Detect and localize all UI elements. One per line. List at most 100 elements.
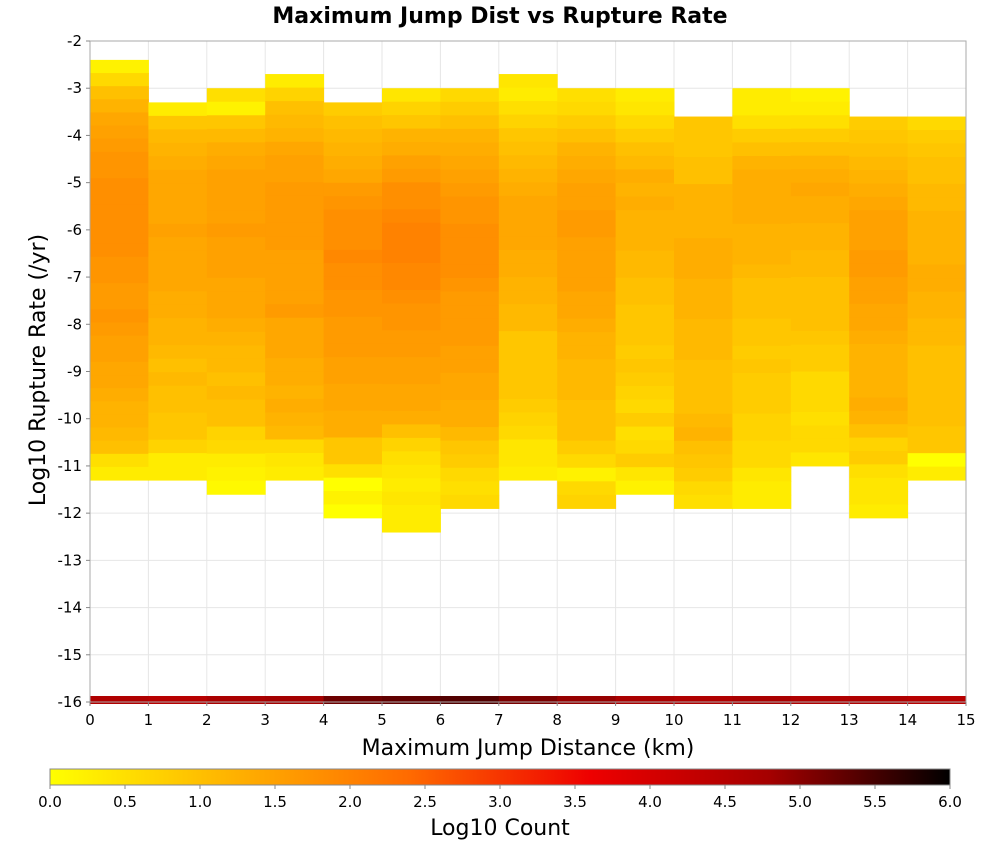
heatmap-cell bbox=[907, 264, 967, 279]
heatmap-cell bbox=[265, 101, 325, 116]
x-tick-label: 11 bbox=[723, 711, 742, 729]
heatmap-cell bbox=[206, 250, 266, 265]
heatmap-cell bbox=[148, 250, 208, 265]
x-tick-label: 13 bbox=[840, 711, 859, 729]
heatmap-cell bbox=[148, 156, 208, 171]
heatmap-cell bbox=[907, 358, 967, 373]
heatmap-cell bbox=[674, 184, 733, 199]
heatmap-cell bbox=[849, 343, 909, 358]
heatmap-cell bbox=[557, 305, 617, 320]
heatmap-cell bbox=[674, 197, 733, 212]
heatmap-cell bbox=[323, 276, 383, 291]
heatmap-cell bbox=[148, 399, 208, 414]
heatmap-cell bbox=[615, 210, 675, 225]
heatmap-cell bbox=[440, 250, 500, 265]
heatmap-cell bbox=[90, 178, 149, 192]
heatmap-cell bbox=[498, 358, 558, 373]
heatmap-cell bbox=[90, 217, 149, 232]
heatmap-cell bbox=[557, 359, 617, 374]
heatmap-cell bbox=[265, 304, 325, 319]
heatmap-cell bbox=[148, 358, 208, 373]
heatmap-cell bbox=[382, 696, 441, 704]
heatmap-cell bbox=[382, 437, 441, 452]
heatmap-cell bbox=[90, 466, 149, 481]
heatmap-cell bbox=[440, 264, 500, 279]
heatmap-cell bbox=[849, 277, 909, 291]
colorbar-tick-label: 5.5 bbox=[863, 793, 887, 811]
heatmap-cell bbox=[907, 183, 967, 198]
heatmap-cell bbox=[907, 143, 967, 158]
heatmap-cell bbox=[849, 116, 909, 131]
heatmap-cell bbox=[732, 196, 792, 211]
heatmap-cell bbox=[498, 195, 558, 210]
heatmap-cell bbox=[440, 696, 500, 704]
x-tick-label: 7 bbox=[494, 711, 504, 729]
heatmap-cell bbox=[90, 296, 149, 310]
heatmap-cell bbox=[323, 223, 383, 237]
heatmap-cell bbox=[440, 223, 500, 238]
heatmap-cell bbox=[907, 170, 967, 185]
heatmap-cell bbox=[498, 304, 558, 319]
heatmap-cell bbox=[90, 348, 149, 363]
y-tick-label: -7 bbox=[67, 268, 82, 286]
y-tick-label: -15 bbox=[58, 646, 83, 664]
heatmap-cell bbox=[323, 115, 383, 130]
heatmap-cell bbox=[382, 168, 441, 183]
heatmap-cell bbox=[790, 236, 850, 251]
colorbar-tick-label: 0.0 bbox=[38, 793, 62, 811]
heatmap-cell bbox=[790, 411, 850, 426]
heatmap-cell bbox=[265, 412, 325, 427]
heatmap-cell bbox=[440, 291, 500, 306]
heatmap-cell bbox=[498, 331, 558, 346]
heatmap-cell bbox=[790, 155, 850, 170]
heatmap-cell bbox=[206, 223, 266, 238]
heatmap-cell bbox=[498, 371, 558, 386]
heatmap-cell bbox=[907, 372, 967, 387]
heatmap-cell bbox=[382, 505, 441, 520]
heatmap-cell bbox=[206, 291, 266, 306]
heatmap-cell bbox=[265, 182, 325, 197]
heatmap-cell bbox=[557, 372, 617, 387]
heatmap-cell bbox=[557, 101, 617, 116]
heatmap-cell bbox=[382, 451, 441, 466]
heatmap-cell bbox=[440, 318, 500, 333]
heatmap-cell bbox=[206, 426, 266, 441]
heatmap-cell bbox=[790, 277, 850, 292]
heatmap-cell bbox=[557, 427, 617, 442]
heatmap-cell bbox=[148, 466, 208, 481]
heatmap-cell bbox=[849, 129, 909, 144]
heatmap-cell bbox=[148, 277, 208, 292]
heatmap-cell bbox=[615, 196, 675, 211]
heatmap-cell bbox=[440, 277, 500, 293]
heatmap-cell bbox=[790, 223, 850, 238]
heatmap-cell bbox=[790, 317, 850, 332]
heatmap-cell bbox=[323, 129, 383, 144]
heatmap-cell bbox=[206, 440, 266, 455]
heatmap-cell bbox=[498, 155, 558, 170]
heatmap-cell bbox=[206, 345, 266, 360]
heatmap-cell bbox=[557, 413, 617, 428]
heatmap-cell bbox=[148, 439, 208, 454]
y-tick-label: -14 bbox=[58, 599, 83, 617]
heatmap-cell bbox=[440, 237, 500, 252]
heatmap-cell bbox=[90, 230, 149, 245]
heatmap-cell bbox=[498, 74, 558, 89]
x-tick-label: 14 bbox=[898, 711, 917, 729]
heatmap-cell bbox=[790, 290, 850, 305]
heatmap-cell bbox=[674, 386, 733, 401]
heatmap-cell bbox=[265, 114, 325, 129]
heatmap-cell bbox=[790, 101, 850, 116]
heatmap-cell bbox=[148, 453, 208, 468]
heatmap-cell bbox=[498, 412, 558, 427]
heatmap-cell bbox=[265, 236, 325, 251]
heatmap-cell bbox=[206, 115, 266, 130]
colorbar-label: Log10 Count bbox=[430, 816, 570, 841]
heatmap-cell bbox=[849, 504, 909, 519]
colorbar-tick-label: 2.0 bbox=[338, 793, 362, 811]
heatmap-cell bbox=[440, 359, 500, 374]
heatmap-cell bbox=[732, 142, 792, 157]
y-tick-label: -16 bbox=[58, 693, 83, 711]
heatmap-cell bbox=[323, 155, 383, 170]
heatmap-cell bbox=[323, 290, 383, 304]
